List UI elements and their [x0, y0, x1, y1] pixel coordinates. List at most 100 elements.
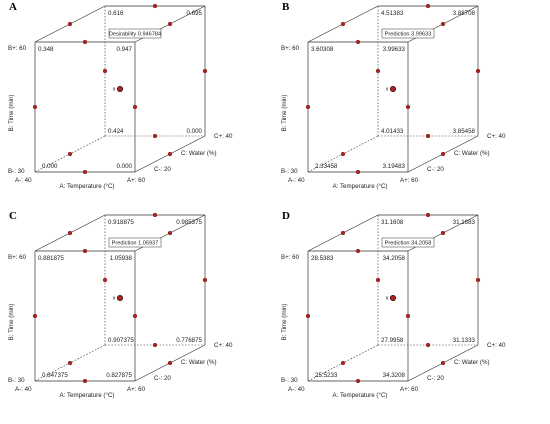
panel-letter: C: [9, 210, 17, 222]
axis-c-low-label: C-: 20: [427, 375, 444, 382]
design-point: [167, 360, 173, 366]
design-point: [355, 39, 361, 45]
axis-b-high-label: B+: 60: [281, 45, 300, 52]
design-point: [440, 21, 446, 27]
corner-value: 34.3208: [383, 372, 406, 379]
center-marker-label: x: [113, 296, 116, 302]
center-marker-label: x: [386, 87, 389, 93]
design-point: [82, 378, 88, 384]
axis-c-title: C: Water (%): [454, 150, 490, 157]
corner-value: 0.695: [187, 10, 203, 17]
design-point: [425, 342, 431, 348]
axis-a-title: A: Temperature (°C): [333, 392, 388, 399]
axis-b-title: B: Time (min): [281, 304, 288, 341]
center-point: [117, 86, 124, 93]
design-point: [82, 39, 88, 45]
design-point: [405, 313, 411, 319]
design-point: [67, 230, 73, 236]
center-marker-label: x: [386, 296, 389, 302]
corner-value: 31.1683: [453, 219, 476, 226]
axis-b-low-label: B-: 30: [281, 377, 298, 384]
panel-letter: B: [282, 1, 290, 13]
corner-value: 0.000: [117, 163, 133, 170]
corner-value: 27.9958: [381, 337, 404, 344]
axis-a-high-label: A+: 60: [127, 177, 146, 184]
corner-value: 3.60308: [311, 46, 334, 53]
axis-a-high-label: A+: 60: [400, 177, 419, 184]
design-point: [167, 21, 173, 27]
design-point: [425, 212, 431, 218]
corner-value: 4.51383: [381, 10, 404, 17]
design-point: [425, 3, 431, 9]
axis-c-title: C: Water (%): [181, 359, 217, 366]
design-point: [202, 277, 208, 283]
center-marker-label: x: [113, 87, 116, 93]
design-point: [67, 151, 73, 157]
design-point: [340, 360, 346, 366]
corner-value: 34.2058: [383, 255, 406, 262]
corner-value: 0.985375: [176, 219, 202, 226]
design-point: [375, 68, 381, 74]
prediction-box: [381, 237, 435, 248]
axis-b-title: B: Time (min): [8, 95, 15, 132]
axis-b-title: B: Time (min): [281, 95, 288, 132]
design-point: [375, 277, 381, 283]
axis-a-low-label: A-: 40: [15, 177, 32, 184]
design-point: [355, 248, 361, 254]
design-point: [340, 230, 346, 236]
design-point: [132, 104, 138, 110]
axis-b-high-label: B+: 60: [8, 254, 27, 261]
design-point: [475, 277, 481, 283]
corner-value: 0.424: [108, 128, 124, 135]
axis-b-low-label: B-: 30: [8, 168, 25, 175]
prediction-label: Desirability 0.946784: [109, 32, 161, 38]
design-point: [82, 169, 88, 175]
axis-a-high-label: A+: 60: [400, 386, 419, 393]
prediction-label: Prediction 34.2058: [385, 241, 432, 247]
prediction-box: [381, 28, 435, 39]
design-point: [32, 104, 38, 110]
corner-value: 0.907375: [108, 337, 134, 344]
prediction-label: Prediction 1.05937: [112, 241, 159, 247]
corner-value: 0.847375: [42, 372, 68, 379]
corner-value: 0.827875: [106, 372, 132, 379]
design-point: [305, 104, 311, 110]
axis-c-title: C: Water (%): [454, 359, 490, 366]
design-point: [355, 169, 361, 175]
axis-b-title: B: Time (min): [8, 304, 15, 341]
axis-a-low-label: A-: 40: [288, 386, 305, 393]
axis-a-low-label: A-: 40: [288, 177, 305, 184]
design-point: [132, 313, 138, 319]
design-point: [82, 248, 88, 254]
corner-value: 0.947: [117, 46, 133, 53]
corner-value: 25.5233: [315, 372, 338, 379]
corner-value: 0.881875: [38, 255, 64, 262]
corner-value: 3.88708: [453, 10, 476, 17]
design-point: [67, 360, 73, 366]
corner-value: 0.348: [38, 46, 54, 53]
axis-a-title: A: Temperature (°C): [333, 183, 388, 190]
design-point: [152, 133, 158, 139]
corner-value: 0.000: [42, 163, 58, 170]
panel-letter: A: [9, 1, 17, 13]
center-point: [390, 86, 397, 93]
axis-a-high-label: A+: 60: [127, 386, 146, 393]
design-point: [405, 104, 411, 110]
axis-a-title: A: Temperature (°C): [60, 392, 115, 399]
design-point: [305, 313, 311, 319]
design-point: [167, 230, 173, 236]
corner-value: 3.19483: [383, 163, 406, 170]
corner-value: 0.000: [187, 128, 203, 135]
cube-panel-b: x Prediction 3.99633 3.60308 3.99633 2.33458…: [281, 1, 506, 190]
axis-c-high-label: C+: 40: [487, 342, 506, 349]
axis-a-low-label: A-: 40: [15, 386, 32, 393]
design-point: [440, 151, 446, 157]
axis-a-title: A: Temperature (°C): [60, 183, 115, 190]
prediction-box: [108, 28, 162, 39]
design-point: [440, 360, 446, 366]
design-point: [152, 342, 158, 348]
corner-value: 3.85458: [453, 128, 476, 135]
prediction-box: [108, 237, 162, 248]
